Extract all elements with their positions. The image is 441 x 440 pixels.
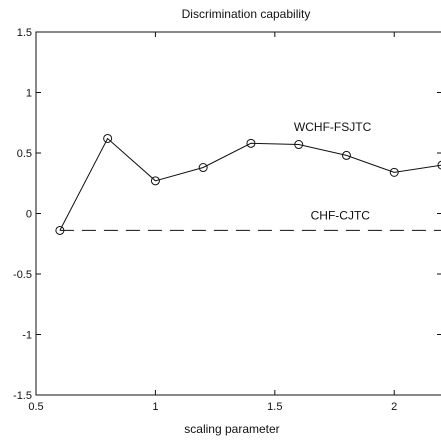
series-line-wchf-fsjtc (59, 137, 441, 231)
y-tick-label: -1.5 (13, 390, 32, 402)
series-layer (55, 133, 441, 235)
data-point (341, 150, 351, 160)
x-tick-label: 1.5 (267, 401, 282, 413)
data-point (246, 138, 256, 148)
y-tick-label: -1 (22, 330, 32, 342)
data-point (389, 167, 399, 177)
data-point (150, 176, 160, 186)
annotation-layer: WCHF-FSJTC CHF-CJTC (294, 120, 372, 222)
data-point (437, 160, 441, 170)
y-tick-label: 0 (26, 209, 32, 221)
chart-title: Discrimination capability (182, 7, 311, 21)
data-point (294, 140, 304, 150)
x-axis: 0.5 1 1.5 2 (28, 32, 397, 413)
series-annotation: WCHF-FSJTC (294, 120, 372, 134)
x-tick-label: 1 (152, 401, 158, 413)
data-point (198, 163, 208, 173)
y-tick-label: 1 (26, 88, 32, 100)
y-tick-label: 0.5 (17, 148, 32, 160)
x-axis-label: scaling parameter (184, 422, 279, 436)
y-axis: -1.5 -1 -0.5 0 0.5 1 1.5 (13, 27, 441, 402)
plot-frame (35, 31, 441, 396)
x-tick-label: 2 (391, 401, 397, 413)
y-tick-label: -0.5 (13, 269, 32, 281)
x-tick-label: 0.5 (28, 401, 43, 413)
y-tick-label: 1.5 (17, 27, 32, 39)
series-annotation: CHF-CJTC (311, 209, 371, 223)
data-point (103, 133, 113, 143)
